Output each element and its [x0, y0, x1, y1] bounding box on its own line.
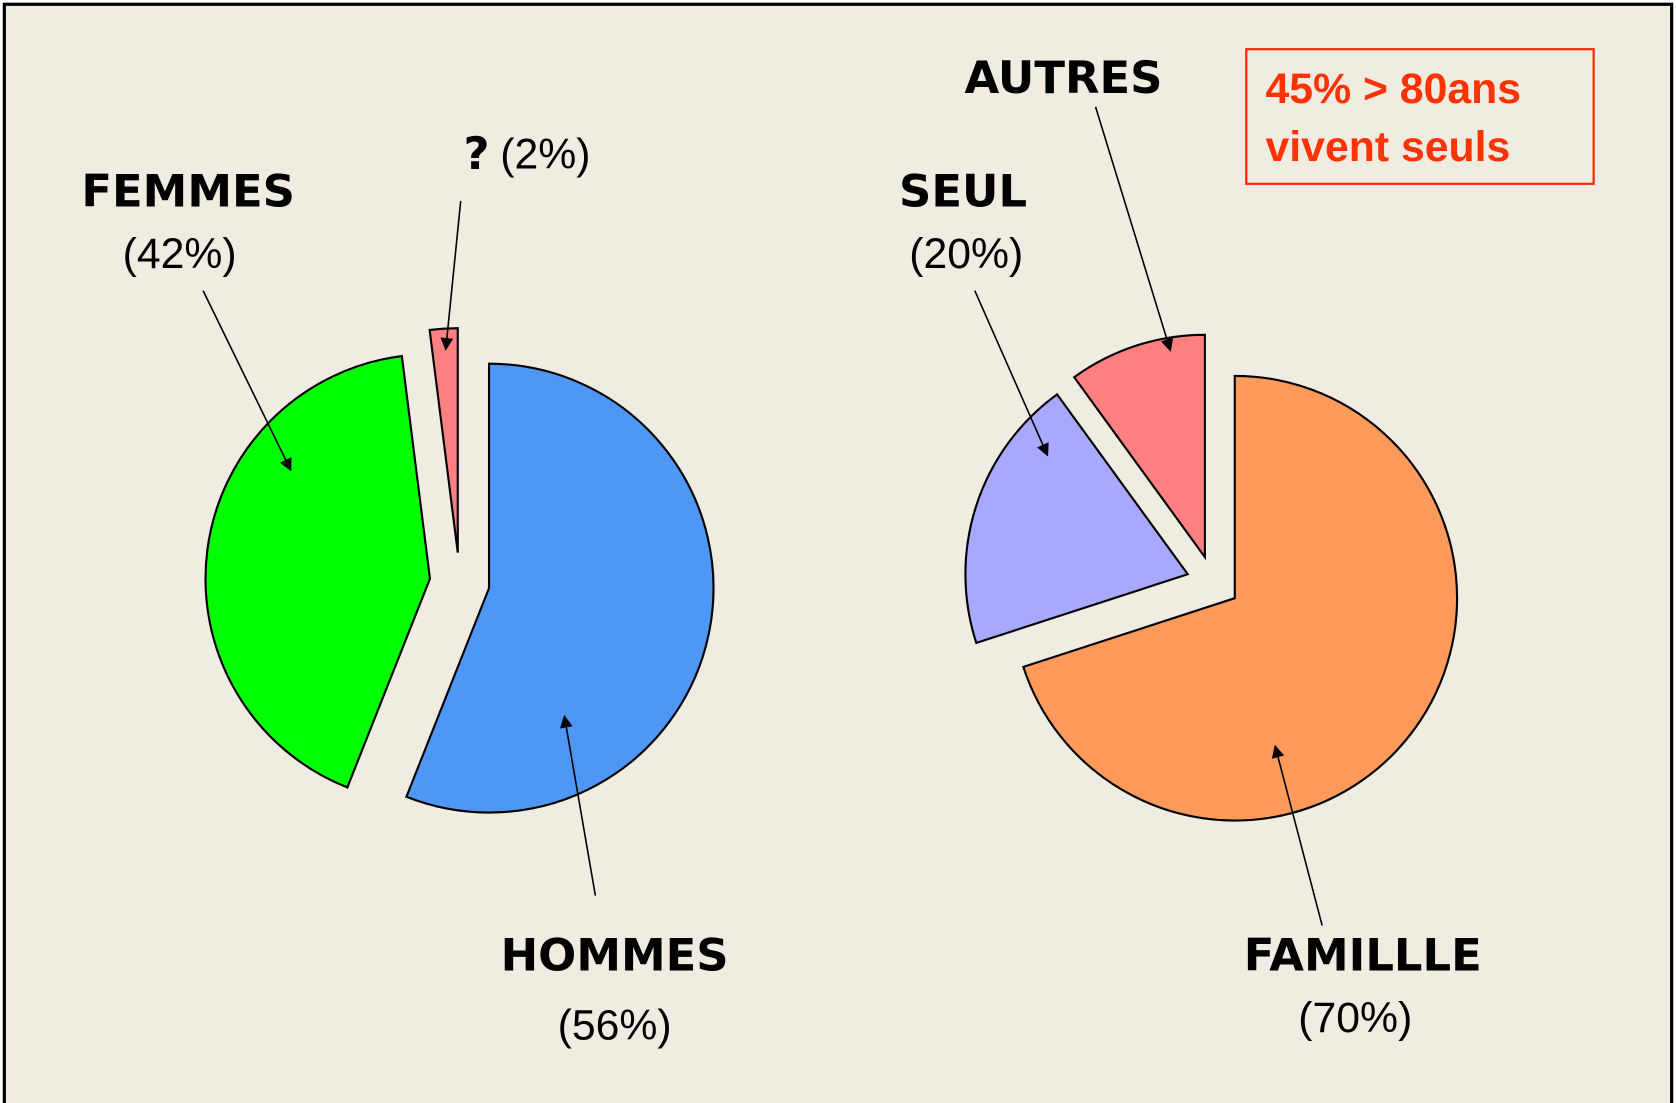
slice-name: SEUL	[899, 165, 1027, 218]
slice-name: FAMILLLE	[1244, 929, 1482, 982]
pie-slice	[1072, 333, 1206, 561]
slice-value: (42%)	[123, 230, 237, 278]
annotation: vivent seuls	[1266, 123, 1511, 171]
annotation: 45% > 80ans	[1266, 65, 1522, 113]
pie-slice	[405, 362, 715, 814]
pie-slice	[204, 354, 432, 789]
slice-value: (2%)	[500, 130, 590, 178]
pie-slice	[428, 327, 459, 553]
annotation-box	[1245, 48, 1595, 185]
slice-value: (56%)	[558, 1001, 672, 1049]
leader-arrow	[1271, 744, 1323, 926]
leader-arrow	[1094, 106, 1174, 352]
slice-name: HOMMES	[501, 929, 729, 982]
leader-arrow	[974, 290, 1049, 457]
pie-slice	[964, 392, 1190, 645]
pie-slice	[1021, 374, 1459, 822]
leader-arrow	[440, 200, 462, 351]
slice-name: ?	[464, 127, 490, 180]
leader-arrow	[560, 714, 597, 896]
slice-name: FEMMES	[81, 165, 295, 218]
slice-value: (20%)	[909, 230, 1023, 278]
slice-value: (70%)	[1298, 994, 1412, 1042]
slice-name: AUTRES	[965, 51, 1163, 104]
leader-arrow	[202, 290, 292, 472]
